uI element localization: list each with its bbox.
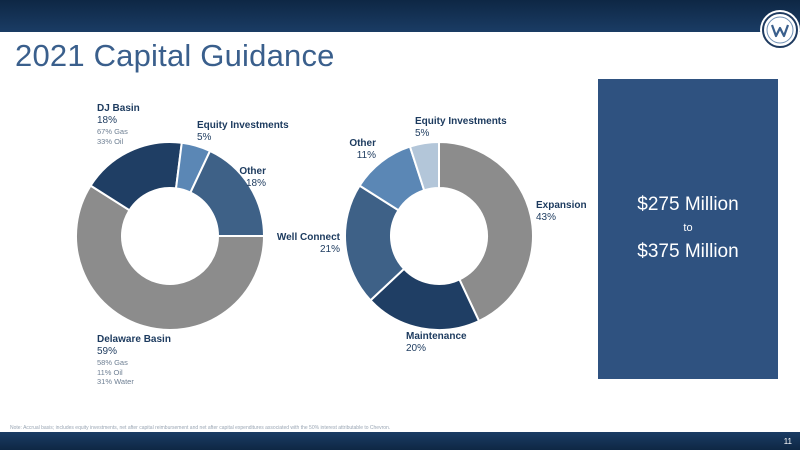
- donut-slice-expansion: [438, 140, 534, 323]
- segment-detail: 67% Gas: [97, 127, 128, 136]
- donut-slice-other: [189, 149, 266, 237]
- capital-guidance-box: $275 Million to $375 Million: [598, 79, 778, 379]
- segment-label: Other: [349, 138, 376, 149]
- donut-slice-equity-investments: [408, 140, 440, 192]
- segment-value: 59%: [97, 346, 118, 357]
- segment-value: 11%: [356, 150, 376, 161]
- segment-value: 21%: [319, 244, 340, 255]
- footnote: Note: Accrual basis; includes equity inv…: [10, 425, 391, 431]
- page-title: 2021 Capital Guidance: [15, 38, 335, 73]
- guidance-to: to: [683, 222, 693, 234]
- segment-detail: 31% Water: [97, 377, 134, 386]
- segment-label: Maintenance: [406, 331, 467, 342]
- header-bar: [0, 0, 800, 32]
- page-number: 11: [783, 437, 792, 446]
- segment-value: 43%: [536, 212, 557, 223]
- donut-slice-well-connect: [344, 184, 406, 302]
- segment-label: Equity Investments: [415, 116, 507, 127]
- segment-label: Expansion: [536, 200, 587, 211]
- segment-value: 18%: [97, 115, 118, 126]
- segment-value: 5%: [197, 132, 212, 143]
- label-expansion: Expansion 43%: [536, 200, 587, 224]
- label-equity-investments-2: Equity Investments 5%: [415, 116, 507, 140]
- label-other-2: Other 11%: [330, 138, 376, 162]
- guidance-low: $275 Million: [637, 194, 739, 215]
- segment-value: 20%: [406, 343, 427, 354]
- segment-detail: 33% Oil: [97, 136, 124, 146]
- segment-label: Well Connect: [276, 232, 340, 243]
- guidance-high: $375 Million: [637, 241, 739, 262]
- footer-bar: [0, 432, 800, 450]
- label-maintenance: Maintenance 20%: [406, 331, 467, 355]
- label-dj-basin: DJ Basin 18% 67% Gas 33% Oil: [97, 103, 140, 146]
- label-other-1: Other 18%: [226, 166, 266, 190]
- label-well-connect: Well Connect 21%: [270, 232, 340, 256]
- segment-value: 5%: [415, 128, 430, 139]
- segment-value: 18%: [245, 178, 266, 189]
- segment-detail: 11% Oil: [97, 367, 123, 377]
- segment-label: Other: [239, 166, 266, 177]
- w-logo-icon: [762, 12, 798, 48]
- segment-label: Equity Investments: [197, 120, 289, 131]
- segment-label: Delaware Basin: [97, 334, 171, 345]
- segment-detail: 58% Gas: [97, 358, 128, 367]
- label-equity-investments-1: Equity Investments 5%: [197, 120, 289, 144]
- segment-label: DJ Basin: [97, 103, 140, 114]
- label-delaware-basin: Delaware Basin 59% 58% Gas 11% Oil 31% W…: [97, 334, 171, 387]
- donut-slice-delaware-basin: [75, 184, 266, 331]
